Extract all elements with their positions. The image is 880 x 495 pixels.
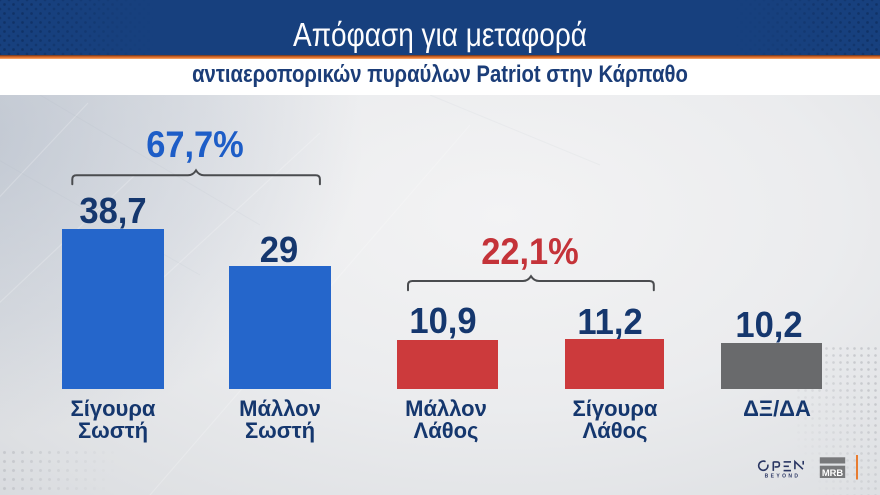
svg-text:BEYOND: BEYOND xyxy=(765,474,801,480)
svg-text:MRB: MRB xyxy=(822,467,844,478)
